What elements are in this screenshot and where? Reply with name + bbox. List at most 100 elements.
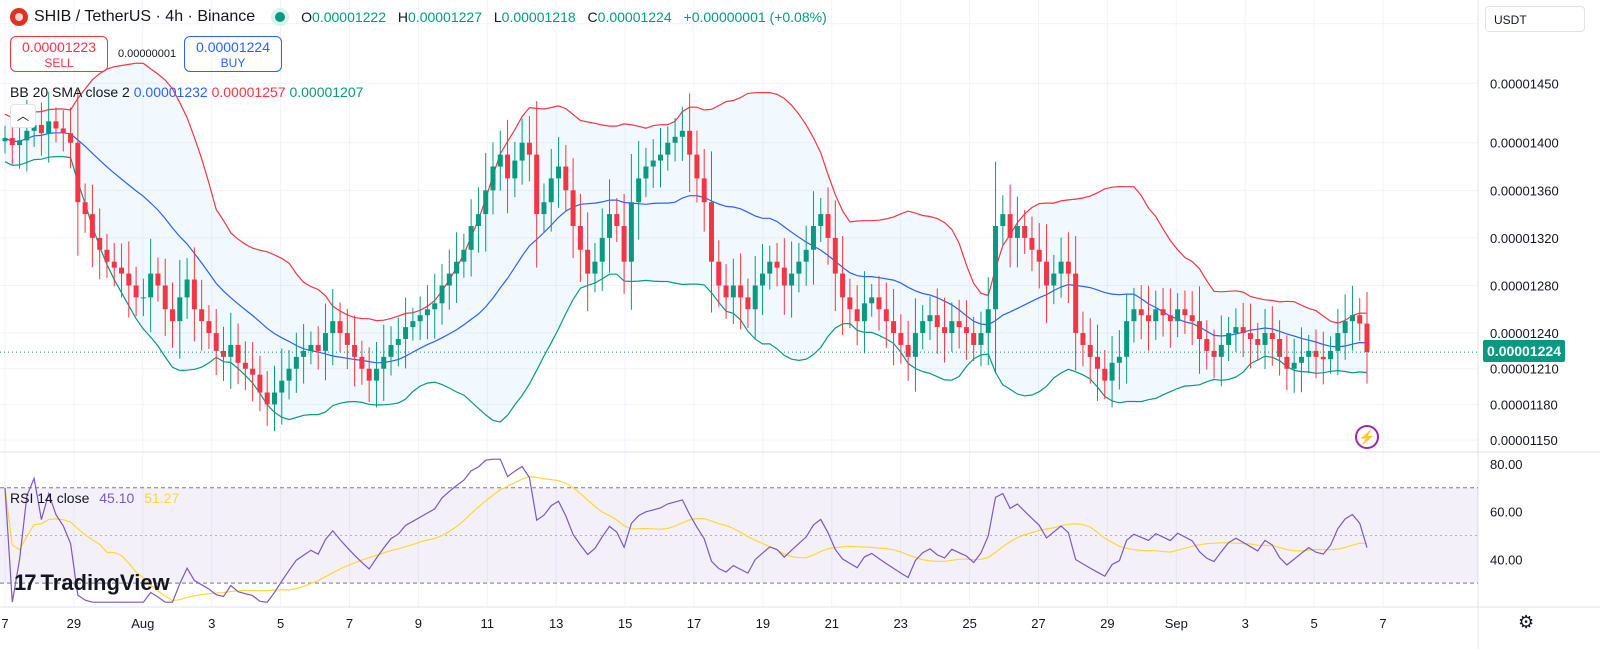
candle	[927, 296, 933, 340]
candle	[301, 324, 307, 384]
candle	[1320, 331, 1326, 385]
candle-body	[191, 279, 197, 310]
candle-body	[1342, 321, 1348, 334]
candle	[738, 253, 744, 330]
candle	[1167, 288, 1173, 348]
tradingview-logo[interactable]: 17 TradingView	[14, 570, 170, 596]
candle-body	[264, 392, 270, 405]
candle-body	[869, 297, 875, 304]
candle	[1153, 290, 1159, 340]
candle	[1095, 324, 1101, 401]
candle	[38, 102, 44, 156]
candle-body	[708, 202, 714, 262]
candle	[599, 208, 605, 292]
candle-body	[825, 214, 831, 238]
sell-button[interactable]: 0.00001223 SELL	[10, 36, 108, 72]
candle	[803, 225, 809, 286]
candle-body	[789, 273, 795, 286]
candle	[774, 242, 780, 287]
candle-body	[1022, 226, 1028, 238]
candle-body	[920, 321, 926, 334]
candle-body	[563, 166, 569, 191]
candle-body	[1233, 327, 1239, 334]
candle	[1211, 329, 1217, 379]
bb-fill	[5, 63, 1367, 423]
candle-body	[628, 202, 634, 262]
low-value: 0.00001218	[501, 9, 576, 25]
time-tick-label: Aug	[131, 616, 154, 631]
collapse-legend-icon[interactable]: ︿	[10, 104, 36, 128]
candle	[279, 348, 285, 425]
candle-body	[1124, 321, 1130, 357]
candle-body	[1189, 315, 1195, 322]
candle-body	[1247, 333, 1253, 339]
market-status-icon[interactable]	[275, 12, 286, 22]
candle	[672, 118, 678, 162]
symbol-title[interactable]: SHIB / TetherUS · 4h · Binance	[34, 8, 256, 25]
close-value: 0.00001224	[597, 9, 672, 25]
time-tick-label: 7	[346, 616, 353, 631]
candle-body	[206, 321, 212, 334]
candle-body	[847, 297, 853, 310]
candle-body	[956, 321, 962, 328]
candle	[264, 371, 270, 426]
candle	[148, 238, 154, 333]
candle-body	[497, 154, 503, 167]
candle	[286, 350, 292, 400]
candle-body	[1087, 344, 1093, 357]
price-tick-label: 0.00001150	[1490, 433, 1558, 448]
candle	[315, 326, 321, 370]
candle-body	[344, 333, 350, 345]
price-tick-label: 0.00001320	[1490, 231, 1559, 246]
candle	[388, 326, 394, 376]
candle-body	[31, 124, 37, 131]
candle-body	[373, 368, 379, 381]
time-tick-label: 11	[481, 616, 495, 631]
candle	[840, 236, 846, 335]
candle	[1007, 184, 1013, 268]
candle-body	[621, 226, 627, 262]
gear-icon[interactable]: ⚙	[1518, 612, 1535, 632]
candle-body	[861, 303, 867, 322]
candle-body	[286, 368, 292, 381]
candle	[1240, 303, 1246, 358]
candle	[570, 158, 576, 259]
candle	[934, 288, 940, 354]
candle-body	[1029, 237, 1035, 250]
candle-body	[133, 285, 139, 298]
rsi-tick-label: 40.00	[1490, 552, 1523, 567]
candle	[1029, 216, 1035, 272]
currency-selector[interactable]: USDT	[1485, 6, 1585, 32]
candle	[563, 145, 569, 212]
candle	[628, 154, 634, 310]
candle-body	[483, 190, 489, 215]
candle-body	[46, 121, 52, 134]
buy-button[interactable]: 0.00001224 BUY	[184, 36, 282, 72]
candle-body	[803, 249, 809, 262]
open-value: 0.00001222	[312, 9, 386, 25]
candle-body	[512, 160, 518, 179]
candle	[723, 264, 729, 319]
lightning-icon[interactable]: ⚡	[1355, 425, 1379, 449]
candle	[636, 140, 642, 240]
candle-body	[993, 226, 999, 310]
rsi-legend[interactable]: RSI 14 close 45.10 51.27	[10, 490, 179, 506]
candle	[89, 184, 95, 268]
candle-body	[665, 142, 671, 155]
candle-body	[1051, 273, 1057, 286]
candle-body	[876, 297, 882, 310]
candle	[257, 355, 263, 412]
candle	[1138, 285, 1144, 340]
candle	[1313, 329, 1319, 379]
price-tick-label: 0.00001180	[1490, 397, 1558, 412]
candle	[191, 247, 197, 342]
rsi-value: 45.10	[99, 490, 135, 506]
candle	[1087, 318, 1093, 384]
candle-body	[1095, 356, 1101, 369]
bb-legend[interactable]: BB 20 SMA close 2 0.00001232 0.00001257 …	[10, 84, 363, 100]
candle	[1335, 308, 1341, 375]
candle-body	[148, 273, 154, 298]
candle-body	[781, 267, 787, 286]
candle	[658, 127, 664, 188]
